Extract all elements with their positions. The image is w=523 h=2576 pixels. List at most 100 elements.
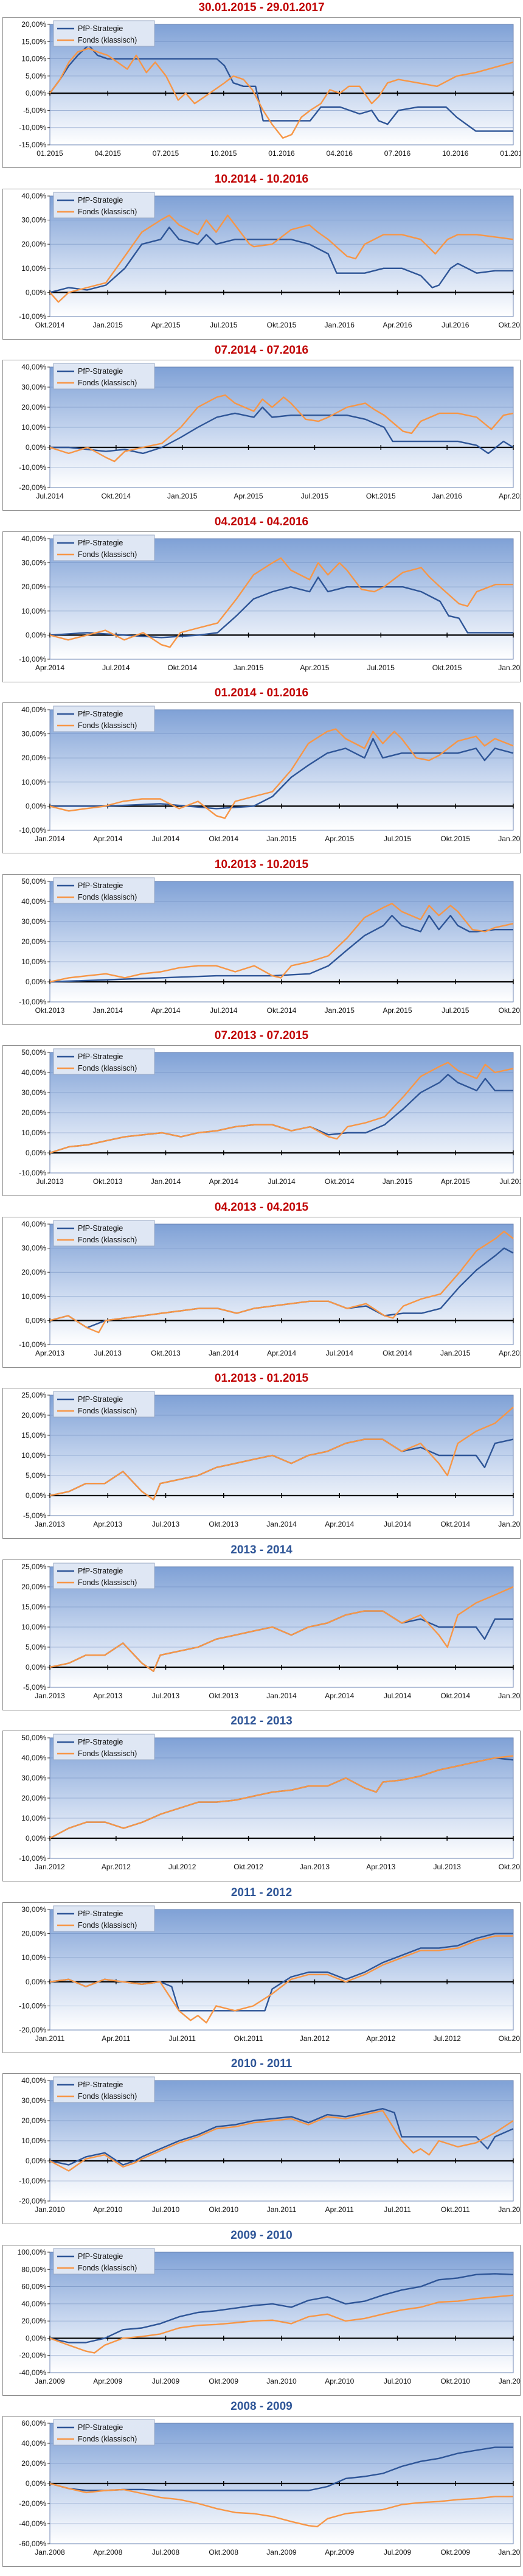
y-tick-label: 0,00%	[26, 1149, 46, 1157]
legend-label: Fonds (klassisch)	[78, 1236, 137, 1244]
x-tick-label: Jan.2010	[266, 2377, 297, 2385]
y-tick-label: 10,00%	[21, 2137, 46, 2145]
x-tick-label: Apr.2014	[267, 1349, 296, 1357]
x-tick-label: 07.2016	[384, 149, 411, 158]
y-tick-label: 20,00%	[21, 1930, 46, 1938]
legend-box	[53, 2248, 155, 2275]
series-line-pfp-strategie	[49, 2273, 514, 2343]
y-tick-label: 20,00%	[21, 583, 46, 591]
y-tick-label: 20,00%	[21, 1108, 46, 1117]
x-tick-label: Jul.2009	[152, 2377, 180, 2385]
y-tick-label: 10,00%	[21, 1953, 46, 1962]
y-tick-label: 40,00%	[21, 2076, 46, 2085]
y-tick-label: 0,00%	[26, 288, 46, 296]
chart-title: 04.2014 - 04.2016	[214, 516, 309, 528]
x-tick-label: 01.2017	[500, 149, 521, 158]
line-chart: 100,00% 80,00% 60,00% 40,00% 20,00% 0,00% -20,…	[2, 2245, 521, 2396]
legend-label: PfP-Strategie	[78, 1395, 123, 1404]
y-tick-label: 30,00%	[21, 1774, 46, 1782]
x-tick-label: Okt.2013	[209, 1520, 238, 1528]
legend-label: PfP-Strategie	[78, 2081, 123, 2089]
x-tick-label: Jul.2012	[433, 2034, 461, 2043]
y-tick-label: -40,00%	[19, 2519, 46, 2528]
series-line-fonds-klassisch	[49, 214, 514, 303]
x-tick-label: Apr.2014	[325, 1692, 354, 1700]
legend-label: Fonds (klassisch)	[78, 2264, 137, 2272]
x-tick-label: Jan.2015	[383, 1177, 413, 1186]
legend-box	[53, 363, 155, 390]
y-tick-label: 20,00%	[21, 2116, 46, 2125]
x-tick-label: Okt.2014	[167, 663, 197, 672]
y-tick-label: 30,00%	[21, 216, 46, 225]
legend-box	[53, 705, 155, 732]
y-tick-label: 20,00%	[21, 1794, 46, 1802]
legend-label: Fonds (klassisch)	[78, 2435, 137, 2443]
x-tick-label: Apr.2015	[300, 663, 329, 672]
y-tick-label: 0,00%	[26, 2479, 46, 2488]
chart-panel: 01.2013 - 01.2015 25,00% 20,00% 15,00% 10,00…	[2, 1371, 521, 1540]
series-line-fonds-klassisch	[49, 2482, 513, 2528]
x-tick-label: Jan.2012	[35, 1863, 65, 1871]
y-tick-label: 0,00%	[26, 1978, 46, 1986]
legend-box	[53, 1905, 155, 1932]
x-tick-label: Okt.2015	[366, 492, 396, 500]
x-tick-label: 10.2016	[442, 149, 469, 158]
x-tick-label: Jul.2011	[384, 2205, 411, 2214]
legend: PfP-Strategie Fonds (klassisch)	[53, 20, 155, 47]
chart-title: 2008 - 2009	[230, 2400, 293, 2413]
x-tick-label: Jan.2009	[35, 2377, 65, 2385]
legend: PfP-Strategie Fonds (klassisch)	[53, 363, 155, 390]
legend-label: PfP-Strategie	[78, 710, 123, 718]
x-tick-label: Jul.2010	[152, 2205, 180, 2214]
x-tick-label: Apr.2012	[366, 2034, 395, 2043]
x-tick-label: Jan.2014	[93, 1006, 123, 1015]
legend: PfP-Strategie Fonds (klassisch)	[53, 705, 155, 732]
x-tick-label: Apr.2014	[93, 835, 122, 843]
legend-label: PfP-Strategie	[78, 1052, 123, 1061]
y-tick-label: 60,00%	[21, 2419, 46, 2427]
y-tick-label: 40,00%	[21, 705, 46, 714]
y-tick-label: 20,00%	[21, 20, 46, 29]
x-tick-label: Apr.2012	[102, 1863, 131, 1871]
y-tick-label: 80,00%	[21, 2265, 46, 2273]
y-tick-label: 0,00%	[26, 443, 46, 452]
y-tick-label: 10,00%	[21, 1451, 46, 1460]
chart-panel: 10.2014 - 10.2016 40,00% 30,00% 20,00% 10,00…	[2, 172, 521, 341]
x-tick-label: Jul.2013	[36, 1177, 64, 1186]
x-tick-label: Okt.2016	[499, 321, 521, 329]
x-tick-label: Okt.2011	[441, 2205, 470, 2214]
x-tick-label: Jan.2015	[325, 1006, 355, 1015]
chart-title: 2009 - 2010	[230, 2229, 293, 2242]
legend-label: Fonds (klassisch)	[78, 1749, 137, 1758]
x-tick-label: Jan.2014	[151, 1177, 181, 1186]
legend: PfP-Strategie Fonds (klassisch)	[53, 1734, 155, 1760]
y-tick-label: 10,00%	[21, 1623, 46, 1631]
legend-box	[53, 1220, 155, 1247]
y-tick-label: -40,00%	[19, 2368, 46, 2377]
x-tick-label: Okt.2013	[93, 1177, 123, 1186]
y-tick-label: 20,00%	[21, 2317, 46, 2325]
line-chart: 40,00% 30,00% 20,00% 10,00% 0,00% -10,00% -20,…	[2, 2073, 521, 2224]
y-tick-label: 40,00%	[21, 2439, 46, 2448]
y-tick-label: 25,00%	[21, 1563, 46, 1571]
series-line-fonds-klassisch	[49, 2110, 514, 2172]
y-tick-label: 40,00%	[21, 1220, 46, 1228]
x-tick-label: Jul.2013	[152, 1520, 180, 1528]
y-tick-label: 30,00%	[21, 1088, 46, 1097]
chart-title: 01.2014 - 01.2016	[214, 687, 309, 699]
legend: PfP-Strategie Fonds (klassisch)	[53, 2076, 155, 2103]
x-tick-label: Apr.2016	[383, 321, 412, 329]
x-tick-label: Okt.2014	[440, 1520, 470, 1528]
y-tick-label: 100,00%	[18, 2248, 47, 2256]
x-tick-label: Okt.2010	[209, 2205, 238, 2214]
x-tick-label: Jul.2013	[433, 1863, 461, 1871]
x-tick-label: Jul.2015	[367, 663, 395, 672]
y-tick-label: 20,00%	[21, 240, 46, 248]
x-tick-label: Jan.2014	[209, 1349, 239, 1357]
y-tick-label: 20,00%	[21, 1583, 46, 1591]
x-tick-label: Jul.2010	[384, 2377, 412, 2385]
legend-label: Fonds (klassisch)	[78, 208, 137, 216]
legend-box	[53, 2076, 155, 2103]
chart-title: 07.2014 - 07.2016	[214, 344, 309, 357]
